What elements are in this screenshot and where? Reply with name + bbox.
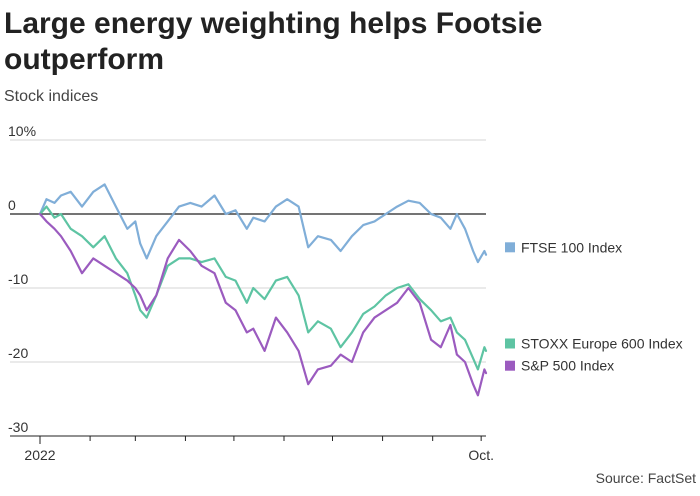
- legend-label: FTSE 100 Index: [521, 239, 622, 255]
- legend-swatch: [505, 338, 515, 349]
- legend-swatch: [505, 360, 515, 371]
- x-tick-label: Oct.: [468, 447, 494, 463]
- chart-subtitle: Stock indices: [4, 88, 99, 105]
- series-line-2: [38, 212, 488, 397]
- grid-layer: [10, 139, 486, 437]
- series-layer: [38, 183, 488, 397]
- legend-layer: FTSE 100 Index STOXX Europe 600 Index S&P …: [505, 239, 683, 374]
- source-note: Source: FactSet: [595, 470, 696, 486]
- legend-label: S&P 500 Index: [521, 358, 614, 374]
- series-line-0: [38, 183, 488, 264]
- y-tick-label: -10: [8, 271, 28, 287]
- legend-swatch: [505, 242, 515, 253]
- series-line-1: [38, 205, 488, 371]
- chart-title: Large energy weighting helps Footsie out…: [4, 7, 543, 76]
- legend-label: STOXX Europe 600 Index: [521, 336, 683, 352]
- x-tick-label: 2022: [24, 447, 55, 463]
- axis-layer: 10% 0 -10 -20 -30 2022 Oct.: [8, 123, 494, 463]
- y-tick-label: 0: [8, 197, 16, 213]
- y-tick-label: -20: [8, 345, 28, 361]
- y-tick-label: 10%: [8, 123, 36, 139]
- y-tick-label: -30: [8, 419, 28, 435]
